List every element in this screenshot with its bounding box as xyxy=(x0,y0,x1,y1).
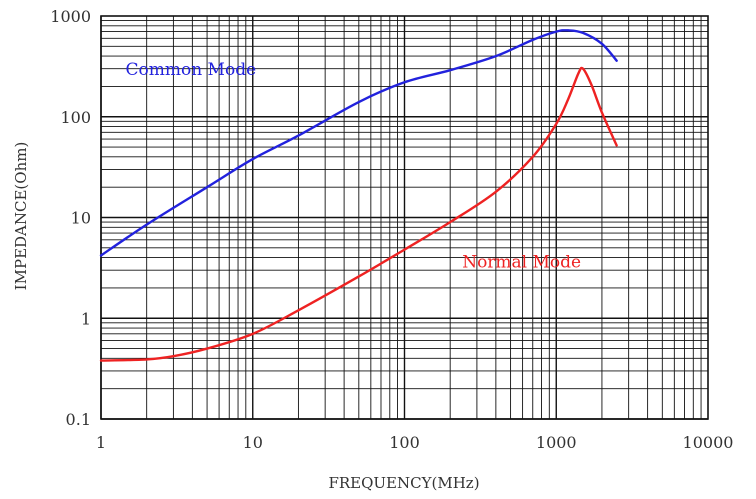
y-axis-title: IMPEDANCE(Ohm) xyxy=(12,142,30,291)
y-tick-label: 1 xyxy=(81,309,91,328)
x-tick-label: 10 xyxy=(243,433,263,452)
x-tick-label: 10000 xyxy=(683,433,734,452)
y-tick-label: 0.1 xyxy=(66,410,91,429)
plot-frame xyxy=(100,15,709,420)
series-line-common-mode xyxy=(99,29,618,257)
x-tick-label: 100 xyxy=(389,433,420,452)
series-label-common-mode: Common Mode xyxy=(125,60,256,80)
x-tick-label: 1 xyxy=(96,433,106,452)
tick-labels: 1 10 100 1000 10000 0.1 1 10 100 1000 xyxy=(50,7,733,452)
y-tick-label: 1000 xyxy=(50,7,91,26)
series-label-normal-mode: Normal Mode xyxy=(462,252,581,272)
y-tick-label: 100 xyxy=(60,108,91,127)
x-tick-label: 1000 xyxy=(536,433,577,452)
series-line-normal-mode xyxy=(99,66,618,362)
y-tick-label: 10 xyxy=(71,209,91,228)
grid xyxy=(100,15,709,420)
series: Common Mode Normal Mode xyxy=(99,29,618,362)
x-axis-title: FREQUENCY(MHz) xyxy=(328,474,479,492)
